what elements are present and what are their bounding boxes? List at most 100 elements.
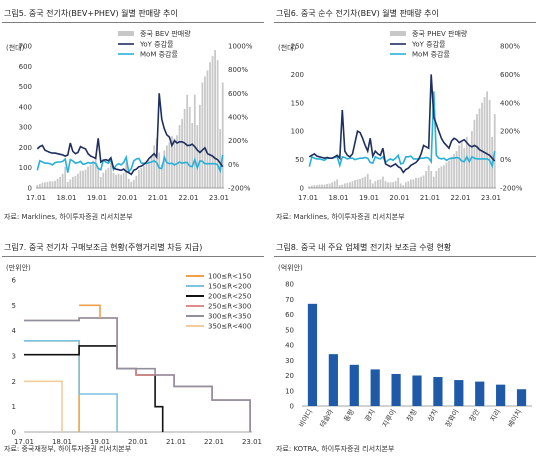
bar [165,145,168,188]
bar [343,183,346,188]
yoy-line [36,93,224,176]
y-tick-label: 10 [285,387,294,395]
y2-tick-label: 200% [500,128,520,136]
bar [171,136,173,188]
bar [36,184,39,188]
bar [374,181,377,188]
bar [94,157,97,188]
bar [341,184,344,188]
y-axis-label: (만위안) [6,263,31,272]
bar [483,97,486,188]
bar [41,182,44,188]
chart-panel-2: 그림6. 중국 순수 전기차(BEV) 월별 판매량 추이 (천대) 0 50 100… [274,2,536,226]
bar [117,173,120,188]
bar [196,125,199,188]
y-tick-label: 300 [19,124,32,132]
x-tick-label: 21.01 [420,194,440,202]
title-rule [2,22,264,23]
bar [97,167,100,188]
y-tick-label: 200 [19,144,32,152]
chart-canvas: (천대) 0 50 100 150 200 250 -200% 0% 200% 400% 600% 80… [278,29,523,202]
bar [356,179,359,188]
x-tick-label: 18.01 [52,438,72,446]
bar [455,151,458,188]
chart-title: 그림7. 중국 전기차 구매보조금 현황(주행거리별 차등 지급) [4,243,203,252]
bar [87,166,89,188]
legend-label: 150≤R<200 [208,283,251,291]
bar [481,102,483,188]
x-tick-label: 17.01 [298,194,318,202]
bar [407,181,410,188]
bar [331,182,334,188]
chart-title: 그림8. 중국 내 주요 업체별 전기차 보조금 수령 현황 [276,243,452,252]
bar [150,155,153,188]
bar [366,173,369,188]
legend-label: YoY 증감률 [139,41,174,49]
x-tick-label: 장화이 [443,408,460,429]
bar [370,369,380,406]
x-tick-label: 창청 [405,408,418,423]
y-tick-label: 20 [285,372,294,380]
y2-tick-label: 800% [500,43,520,51]
bar [188,106,191,188]
bar [328,354,338,406]
bar [64,166,67,188]
chart-panel-4: 그림8. 중국 내 주요 업체별 전기차 보조금 수령 현황 (억위안) 0 10 2… [274,236,536,460]
bar [470,131,473,188]
mom-line [308,91,496,169]
bar [435,170,438,188]
bar [158,152,161,188]
x-tick-label: 23.01 [209,194,229,202]
bar [394,181,397,188]
series-line [24,380,63,432]
bar [433,377,443,406]
mom-line [36,154,224,174]
y-tick-label: 40 [285,342,294,350]
bar [392,182,394,188]
bar [107,167,110,188]
x-tick-label: 광치 [363,408,377,424]
bar [463,148,466,188]
x-tick-label: 테슬라 [318,407,336,429]
bar [404,182,407,188]
y-tick-label: 50 [285,326,294,334]
bar [445,162,448,188]
bar [379,179,382,188]
bar [412,179,415,188]
y-tick-label: 4 [12,327,17,335]
bar [440,166,443,188]
bar [110,159,112,188]
y2-tick-label: 400% [500,99,520,107]
bar [313,185,316,188]
bar [191,123,194,188]
bar [351,181,354,188]
title-rule [2,256,264,257]
bar [465,136,468,188]
bar [112,172,115,188]
bar [384,181,387,188]
bar [186,94,189,188]
y-tick-label: 0 [12,429,16,437]
bar [183,108,186,188]
x-tick-label: 지루이 [380,408,397,429]
bar [132,179,135,188]
bar [425,170,428,188]
bar [336,179,339,188]
bar [389,182,392,188]
bar [310,185,313,188]
bar [54,180,56,188]
bar [376,180,379,188]
bar [176,135,178,188]
chart-title: 그림6. 중국 순수 전기차(BEV) 월별 판매량 추이 [276,9,439,18]
bar [475,381,485,406]
title-rule [274,256,536,257]
bar [201,82,204,188]
bar [125,162,128,188]
legend-label: MoM 증감률 [140,51,178,59]
bar [71,176,74,188]
bar [204,76,206,188]
y-tick-label: 6 [12,277,17,285]
series-line [24,345,164,432]
chart-title: 그림5. 중국 전기차(BEV+PHEV) 월별 판매량 추이 [4,9,178,18]
bar [450,156,453,188]
